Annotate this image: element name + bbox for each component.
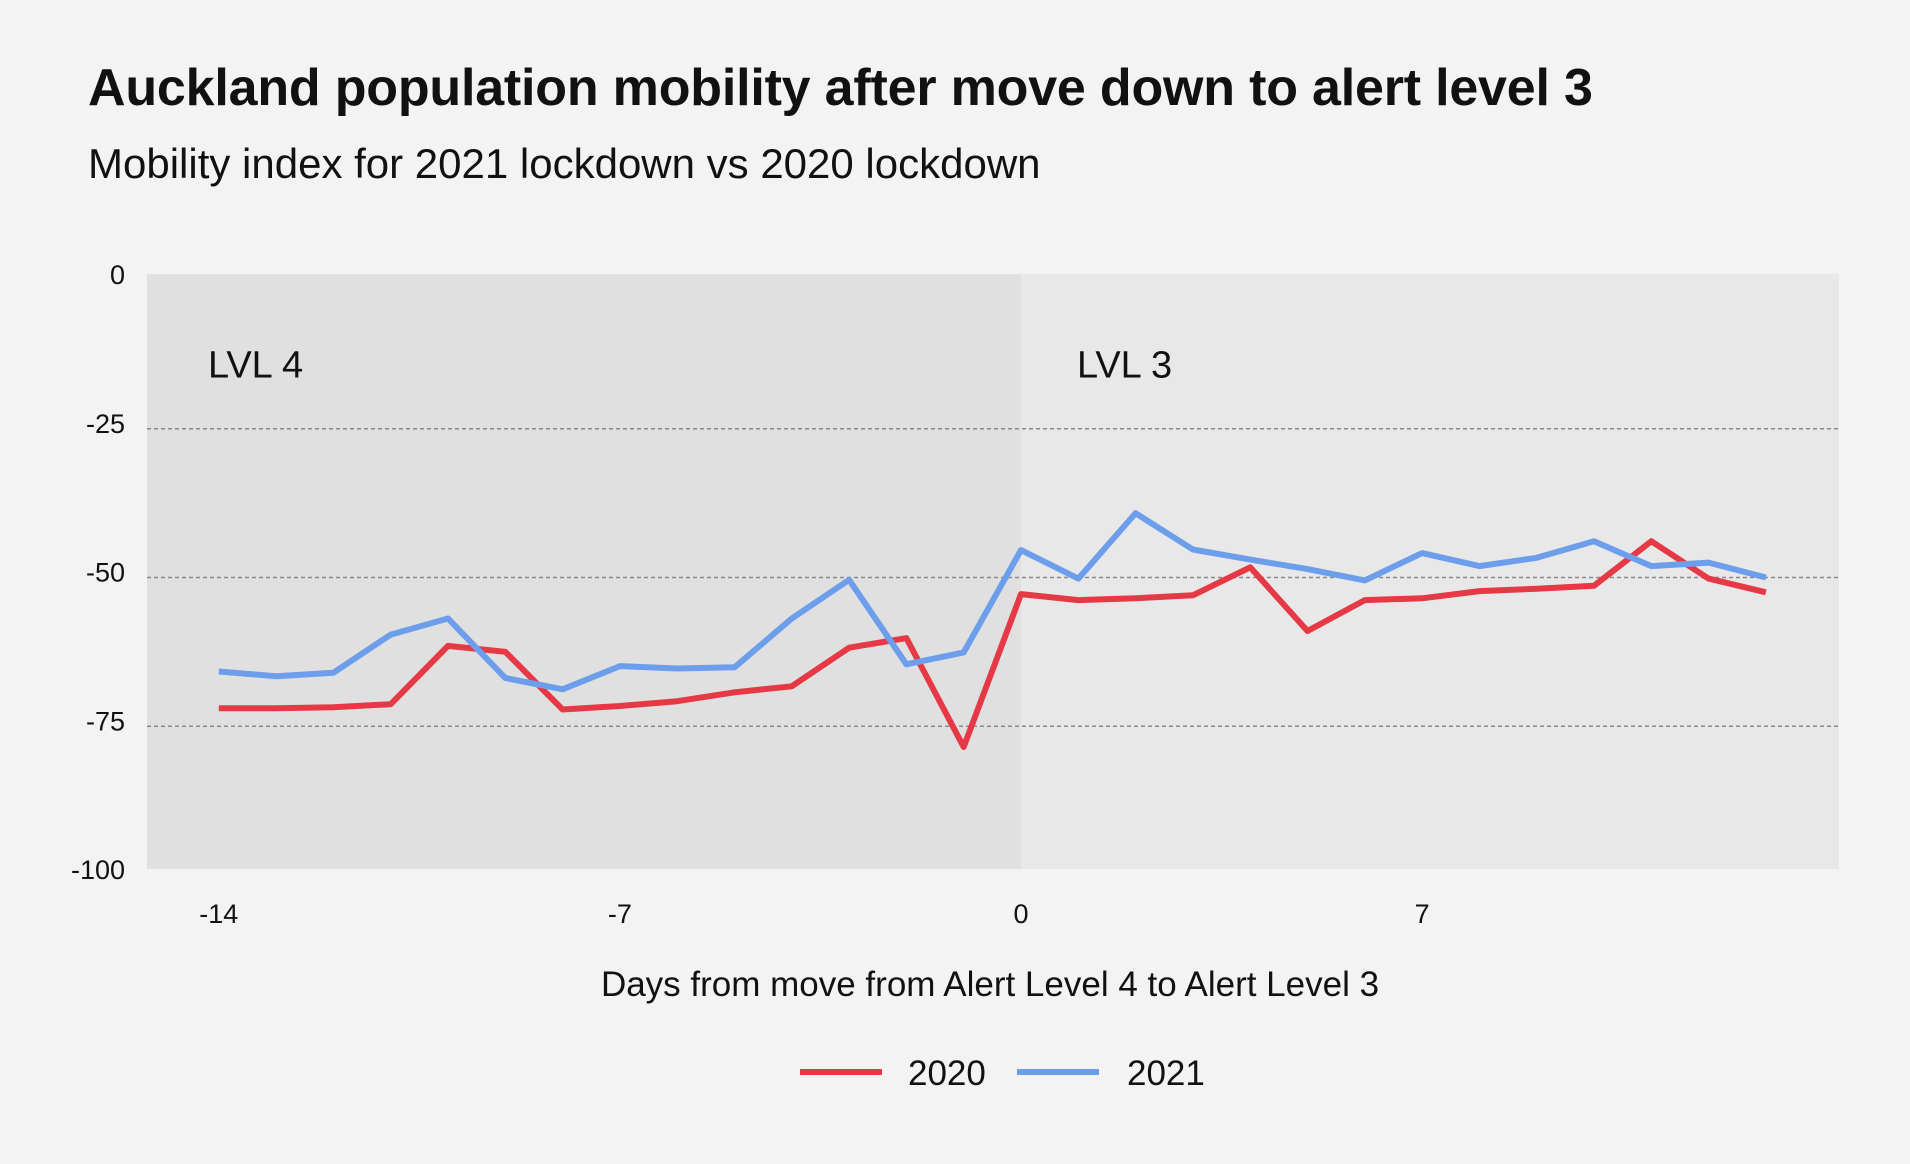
x-tick-label: -7 [608, 899, 632, 929]
y-tick-label: -25 [86, 409, 125, 439]
region-lvl-4 [147, 274, 1021, 869]
y-tick-label: -100 [71, 855, 125, 885]
y-tick-label: 0 [110, 260, 125, 290]
x-axis-title: Days from move from Alert Level 4 to Ale… [601, 965, 1379, 1004]
chart-subtitle: Mobility index for 2021 lockdown vs 2020… [88, 140, 1041, 187]
x-tick-label: -14 [199, 899, 238, 929]
y-tick-label: -75 [86, 706, 125, 736]
x-tick-label: 0 [1013, 899, 1028, 929]
legend-label-2021: 2021 [1127, 1054, 1205, 1093]
series-line-2021 [218, 510, 1767, 693]
y-tick-label: -50 [86, 558, 125, 588]
region-label-lvl-3: LVL 3 [1077, 344, 1172, 386]
legend-label-2020: 2020 [908, 1054, 986, 1093]
region-label-lvl-4: LVL 4 [208, 344, 303, 386]
x-tick-label: 7 [1415, 899, 1430, 929]
chart-title: Auckland population mobility after move … [88, 59, 1593, 117]
